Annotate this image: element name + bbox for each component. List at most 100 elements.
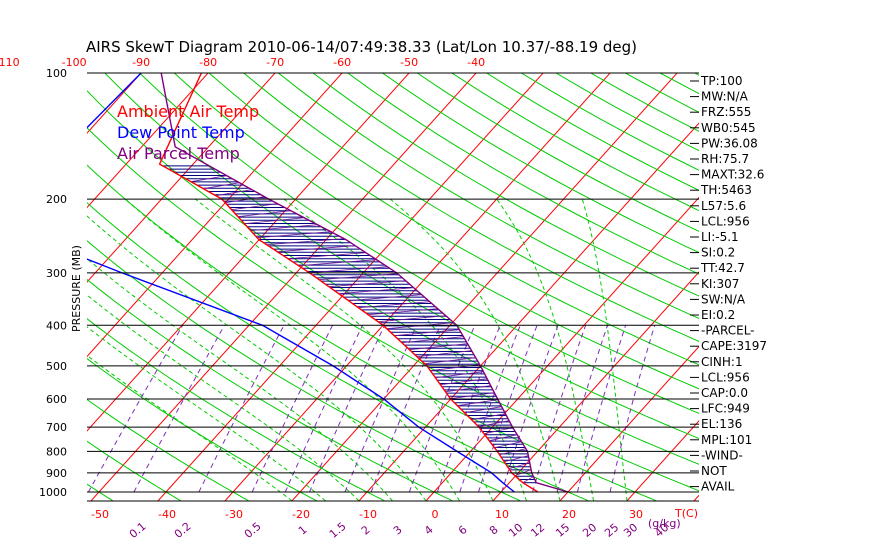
- mixing-ratio-tick-label: 6: [456, 523, 470, 537]
- temp-unit-label: T(C): [674, 507, 698, 520]
- cape-hatch-diagonal: [358, 301, 430, 309]
- stats-entry: LFC:949: [701, 402, 750, 416]
- moist-adiabat: [124, 198, 460, 501]
- dry-adiabat: [87, 127, 699, 492]
- dry-adiabat: [87, 398, 250, 501]
- bottom-temp-tick-label: 30: [629, 508, 643, 521]
- legend-air-parcel-temp: Air Parcel Temp: [117, 144, 240, 163]
- cape-hatch-diagonal: [328, 280, 406, 288]
- cape-hatch-diagonal: [231, 203, 278, 211]
- isotherm-line: [157, 73, 544, 501]
- cape-hatch-diagonal: [266, 238, 345, 246]
- moist-adiabat: [389, 198, 561, 501]
- top-temp-tick-label: -40: [467, 56, 485, 69]
- moist-adiabat: [87, 215, 427, 501]
- stats-entry: LCL:956: [701, 370, 750, 384]
- cape-hatch-diagonal: [237, 210, 291, 218]
- pressure-tick-label: 500: [46, 360, 67, 373]
- pressure-tick-label: 800: [46, 445, 67, 458]
- isotherm-line: [761, 54, 870, 501]
- isotherm-line: [87, 73, 410, 432]
- cape-hatch-diagonal: [377, 315, 446, 323]
- dry-adiabat: [0, 73, 45, 501]
- cape-hatch-diagonal: [277, 245, 356, 253]
- dry-adiabat: [87, 202, 589, 501]
- cape-hatch-diagonal: [464, 406, 502, 414]
- dry-adiabat: [382, 73, 699, 254]
- stats-entry: EI:0.2: [701, 308, 735, 322]
- stats-entry: SI:0.2: [701, 246, 735, 260]
- mixing-ratio-tick-label: 10: [506, 521, 525, 540]
- mixing-ratio-tick-label: 30: [621, 521, 640, 540]
- cape-hatch-diagonal: [450, 392, 495, 400]
- mixing-ratio-tick-label: 4: [422, 523, 436, 537]
- legend-ambient-air-temp: Ambient Air Temp: [117, 102, 259, 121]
- cape-hatch-diagonal: [445, 385, 491, 393]
- isotherm-line: [559, 345, 699, 501]
- stats-entry: MAXT:32.6: [701, 168, 764, 182]
- y-axis-label: PRESSURE (MB): [70, 245, 83, 332]
- cape-hatch-diagonal: [319, 273, 398, 281]
- dry-adiabat: [312, 73, 699, 297]
- isotherm-line: [90, 73, 477, 501]
- cape-hatch-diagonal: [190, 175, 227, 183]
- isotherm-line: [626, 420, 699, 501]
- stats-entry: CAPE:3197: [701, 339, 767, 353]
- mixing-ratio-tick-label: 2: [359, 523, 373, 537]
- moist-adiabat: [195, 198, 494, 501]
- mixing-ratio-tick-label: 25: [602, 521, 621, 540]
- dry-adiabat: [451, 73, 699, 212]
- moist-adiabat: [87, 258, 393, 501]
- bottom-temp-tick-label: -50: [91, 508, 109, 521]
- mixing-ratio-tick-label: 12: [528, 521, 547, 540]
- pressure-tick-label: 300: [46, 267, 67, 280]
- stats-entry: MPL:101: [701, 433, 752, 447]
- cape-hatch-diagonal: [483, 427, 513, 435]
- mixing-ratio-line: [576, 325, 627, 493]
- dry-adiabat: [87, 357, 318, 501]
- bottom-temp-tick-label: -10: [359, 508, 377, 521]
- mixing-ratio-tick-label: 15: [553, 521, 572, 540]
- cape-hatch-diagonal: [409, 343, 468, 351]
- top-temp-tick-label: -70: [266, 56, 284, 69]
- stats-entry: SW:N/A: [701, 292, 746, 306]
- isotherm-line: [425, 196, 699, 501]
- top-temp-tick-label: -50: [400, 56, 418, 69]
- stats-entry: FRZ:555: [701, 105, 751, 119]
- stats-entry: AVAIL: [701, 480, 735, 494]
- isotherm-line: [492, 271, 699, 501]
- top-temp-tick-label: -60: [333, 56, 351, 69]
- pressure-tick-label: 200: [46, 193, 67, 206]
- cape-hatch-diagonal: [416, 350, 472, 358]
- isotherm-line: [224, 73, 611, 501]
- mixing-ratio-tick-label: 3: [391, 523, 405, 537]
- cape-hatch-diagonal: [494, 441, 522, 449]
- mixing-ratio-tick-label: 0.5: [242, 520, 264, 541]
- cape-hatching: [162, 165, 537, 484]
- bottom-temp-tick-label: -40: [158, 508, 176, 521]
- bottom-temp-tick-label: 10: [495, 508, 509, 521]
- cape-hatch-diagonal: [457, 399, 498, 407]
- cape-hatch-diagonal: [338, 287, 414, 295]
- mixing-ratio-line: [556, 325, 608, 493]
- cape-hatch-diagonal: [508, 462, 530, 470]
- dry-adiabat: [659, 73, 699, 95]
- pressure-tick-label: 400: [46, 319, 67, 332]
- cape-hatch-diagonal: [287, 252, 366, 260]
- stats-entry: NOT: [701, 464, 727, 478]
- mixing-ratio-tick-label: 1: [296, 523, 310, 537]
- bottom-temp-tick-label: 20: [562, 508, 576, 521]
- cape-hatch-diagonal: [471, 413, 506, 421]
- moist-adiabat: [581, 198, 628, 501]
- moist-adiabat: [87, 294, 360, 501]
- dry-adiabat: [87, 240, 521, 501]
- stats-entry: CINH:1: [701, 355, 743, 369]
- cape-hatch-diagonal: [203, 182, 240, 190]
- cape-hatch-diagonal: [394, 329, 460, 337]
- mixing-ratio-tick-label: 1.5: [327, 520, 349, 541]
- cape-hatch-diagonal: [215, 189, 252, 197]
- dry-adiabat: [347, 73, 699, 275]
- dry-adiabat: [173, 73, 699, 390]
